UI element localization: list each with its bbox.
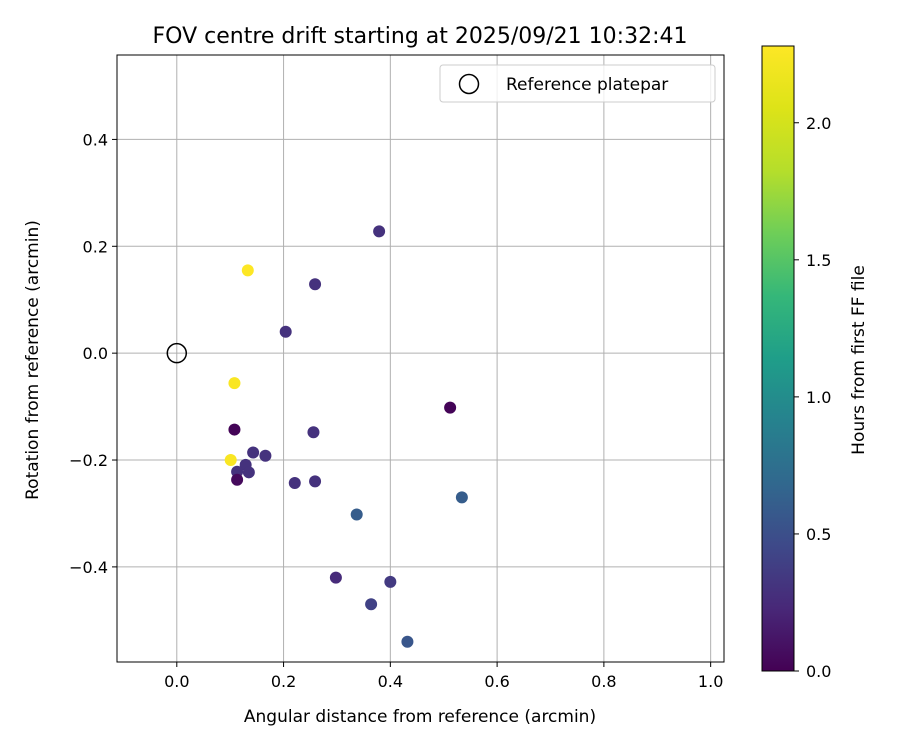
x-gridlines <box>176 55 712 662</box>
scatter-point <box>231 473 244 486</box>
legend-reference-marker-icon <box>458 73 480 95</box>
x-tick-label: 1.0 <box>698 672 723 691</box>
scatter-point <box>365 598 378 611</box>
scatter-point <box>247 446 260 459</box>
scatter-point <box>309 278 322 291</box>
y-gridlines <box>117 138 724 568</box>
colorbar <box>761 45 795 672</box>
plot-frame <box>116 54 725 663</box>
scatter-point <box>384 575 397 588</box>
legend: Reference platepar <box>439 64 716 103</box>
scatter-point <box>224 454 237 467</box>
scatter-point <box>241 264 254 277</box>
colorbar-ticks: 0.0 0.5 1.0 1.5 2.0 <box>794 114 831 681</box>
scatter-point <box>279 325 292 338</box>
scatter-point <box>329 571 342 584</box>
scatter-point <box>455 491 468 504</box>
x-axis-label: Angular distance from reference (arcmin) <box>244 707 596 727</box>
y-tick-label: 0.0 <box>83 344 108 363</box>
scatter-point <box>228 423 241 436</box>
y-ticks: −0.4 −0.2 0.0 0.2 0.4 <box>69 130 117 577</box>
reference-marker <box>166 342 188 364</box>
y-tick-label: 0.4 <box>83 130 108 149</box>
legend-box <box>439 64 716 103</box>
x-ticks: 0.0 0.2 0.4 0.6 0.8 1.0 <box>164 662 723 691</box>
x-tick-label: 0.8 <box>591 672 616 691</box>
scatter-point <box>309 475 322 488</box>
scatter-points <box>224 225 468 648</box>
plot-area <box>117 55 724 662</box>
x-tick-label: 0.4 <box>378 672 403 691</box>
x-tick-label: 0.6 <box>484 672 509 691</box>
legend-label: Reference platepar <box>506 75 668 95</box>
scatter-point <box>288 476 301 489</box>
scatter-point <box>444 401 457 414</box>
scatter-point <box>350 508 363 521</box>
scatter-point <box>373 225 386 238</box>
colorbar-tick-label: 0.5 <box>806 525 831 544</box>
colorbar-tick-label: 0.0 <box>806 662 831 681</box>
x-tick-label: 0.2 <box>271 672 296 691</box>
y-tick-label: −0.2 <box>69 451 108 470</box>
scatter-point <box>259 449 272 462</box>
y-tick-label: −0.4 <box>69 558 108 577</box>
scatter-point <box>307 426 320 439</box>
colorbar-tick-label: 1.5 <box>806 251 831 270</box>
colorbar-tick-label: 2.0 <box>806 114 831 133</box>
colorbar-label: Hours from first FF file <box>849 265 869 455</box>
scatter-point <box>401 635 414 648</box>
x-tick-label: 0.0 <box>164 672 189 691</box>
scatter-point <box>228 377 241 390</box>
y-tick-label: 0.2 <box>83 237 108 256</box>
reference-point <box>166 342 188 364</box>
chart-title: FOV centre drift starting at 2025/09/21 … <box>153 24 688 49</box>
scatter-point <box>242 466 255 479</box>
colorbar-tick-label: 1.0 <box>806 388 831 407</box>
y-axis-label: Rotation from reference (arcmin) <box>23 220 43 500</box>
